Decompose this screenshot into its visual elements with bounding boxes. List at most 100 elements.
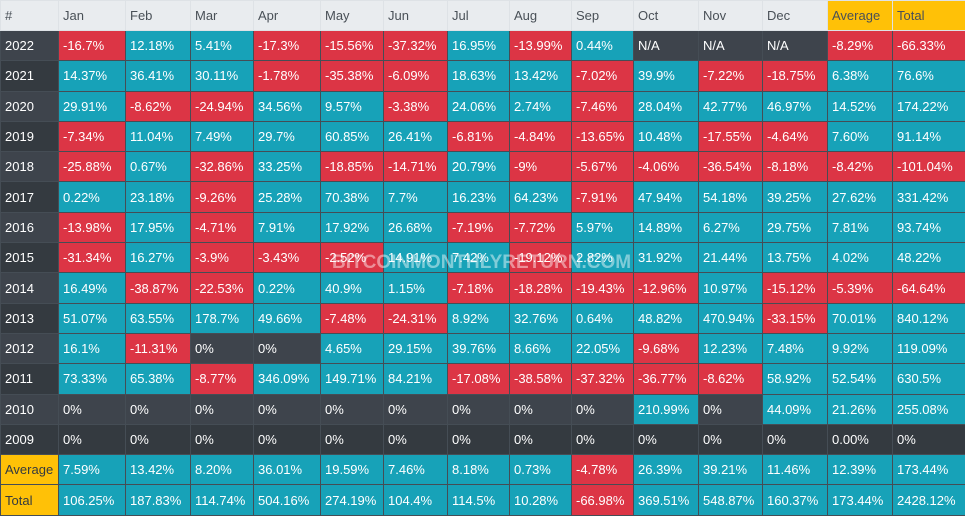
cell-nov: 21.44% <box>699 243 763 273</box>
cell-jul: 8.18% <box>448 455 510 485</box>
cell-mar: 114.74% <box>191 485 254 515</box>
cell-jul: 20.79% <box>448 152 510 182</box>
cell-feb: -8.62% <box>126 91 191 121</box>
cell-sep: 0.64% <box>572 303 634 333</box>
column-header-sep[interactable]: Sep <box>572 1 634 31</box>
cell-feb: 23.18% <box>126 182 191 212</box>
cell-dec: N/A <box>763 31 828 61</box>
column-header-jul[interactable]: Jul <box>448 1 510 31</box>
cell-sep: -37.32% <box>572 364 634 394</box>
cell-total: 119.09% <box>893 333 965 363</box>
row-label: 2011 <box>1 364 59 394</box>
cell-jan: -7.34% <box>59 121 126 151</box>
cell-oct: 10.48% <box>634 121 699 151</box>
cell-feb: 0% <box>126 394 191 424</box>
cell-jan: 14.37% <box>59 61 126 91</box>
column-header-oct[interactable]: Oct <box>634 1 699 31</box>
cell-dec: 29.75% <box>763 212 828 242</box>
column-header-total[interactable]: Total <box>893 1 965 31</box>
cell-mar: 0% <box>191 424 254 454</box>
column-header-nov[interactable]: Nov <box>699 1 763 31</box>
cell-feb: 63.55% <box>126 303 191 333</box>
cell-aug: 64.23% <box>510 182 572 212</box>
cell-jul: 16.23% <box>448 182 510 212</box>
cell-mar: -32.86% <box>191 152 254 182</box>
column-header-may[interactable]: May <box>321 1 384 31</box>
cell-dec: -4.64% <box>763 121 828 151</box>
cell-jun: -6.09% <box>384 61 448 91</box>
cell-jul: -7.18% <box>448 273 510 303</box>
cell-jul: -17.08% <box>448 364 510 394</box>
cell-mar: -22.53% <box>191 273 254 303</box>
row-label: 2010 <box>1 394 59 424</box>
cell-nov: 42.77% <box>699 91 763 121</box>
cell-average: -8.29% <box>828 31 893 61</box>
cell-nov: N/A <box>699 31 763 61</box>
table-row: 2019-7.34%11.04%7.49%29.7%60.85%26.41%-6… <box>1 121 965 151</box>
cell-nov: 10.97% <box>699 273 763 303</box>
cell-total: -66.33% <box>893 31 965 61</box>
cell-may: 9.57% <box>321 91 384 121</box>
cell-average: 9.92% <box>828 333 893 363</box>
cell-average: -8.42% <box>828 152 893 182</box>
cell-jan: 16.49% <box>59 273 126 303</box>
cell-average: 27.62% <box>828 182 893 212</box>
column-header-aug[interactable]: Aug <box>510 1 572 31</box>
cell-jun: 7.46% <box>384 455 448 485</box>
cell-average: 7.81% <box>828 212 893 242</box>
cell-aug: 0% <box>510 394 572 424</box>
cell-total: 840.12% <box>893 303 965 333</box>
cell-feb: 13.42% <box>126 455 191 485</box>
cell-aug: 13.42% <box>510 61 572 91</box>
column-header-dec[interactable]: Dec <box>763 1 828 31</box>
row-label: 2022 <box>1 31 59 61</box>
cell-average: 173.44% <box>828 485 893 515</box>
cell-oct: -9.68% <box>634 333 699 363</box>
cell-oct: 369.51% <box>634 485 699 515</box>
cell-jun: 26.68% <box>384 212 448 242</box>
cell-may: 0% <box>321 394 384 424</box>
column-header-year[interactable]: # <box>1 1 59 31</box>
cell-apr: 0% <box>254 333 321 363</box>
cell-jul: 114.5% <box>448 485 510 515</box>
cell-may: 274.19% <box>321 485 384 515</box>
cell-nov: 470.94% <box>699 303 763 333</box>
cell-oct: 28.04% <box>634 91 699 121</box>
cell-sep: 5.97% <box>572 212 634 242</box>
cell-aug: -19.12% <box>510 243 572 273</box>
column-header-apr[interactable]: Apr <box>254 1 321 31</box>
cell-total: 91.14% <box>893 121 965 151</box>
cell-may: 0% <box>321 424 384 454</box>
cell-apr: 34.56% <box>254 91 321 121</box>
table-row: 2022-16.7%12.18%5.41%-17.3%-15.56%-37.32… <box>1 31 965 61</box>
column-header-jun[interactable]: Jun <box>384 1 448 31</box>
column-header-feb[interactable]: Feb <box>126 1 191 31</box>
cell-nov: -8.62% <box>699 364 763 394</box>
cell-sep: 0% <box>572 394 634 424</box>
cell-sep: 0.44% <box>572 31 634 61</box>
cell-nov: 0% <box>699 394 763 424</box>
cell-jul: 16.95% <box>448 31 510 61</box>
cell-aug: -13.99% <box>510 31 572 61</box>
cell-aug: 10.28% <box>510 485 572 515</box>
cell-aug: 0% <box>510 424 572 454</box>
cell-jan: 16.1% <box>59 333 126 363</box>
cell-oct: 14.89% <box>634 212 699 242</box>
cell-jan: -31.34% <box>59 243 126 273</box>
cell-dec: -33.15% <box>763 303 828 333</box>
cell-oct: N/A <box>634 31 699 61</box>
cell-may: -15.56% <box>321 31 384 61</box>
cell-jul: 0% <box>448 424 510 454</box>
cell-aug: 32.76% <box>510 303 572 333</box>
cell-may: 149.71% <box>321 364 384 394</box>
cell-average: 0.00% <box>828 424 893 454</box>
column-header-jan[interactable]: Jan <box>59 1 126 31</box>
column-header-mar[interactable]: Mar <box>191 1 254 31</box>
cell-may: 70.38% <box>321 182 384 212</box>
column-header-average[interactable]: Average <box>828 1 893 31</box>
cell-sep: -13.65% <box>572 121 634 151</box>
